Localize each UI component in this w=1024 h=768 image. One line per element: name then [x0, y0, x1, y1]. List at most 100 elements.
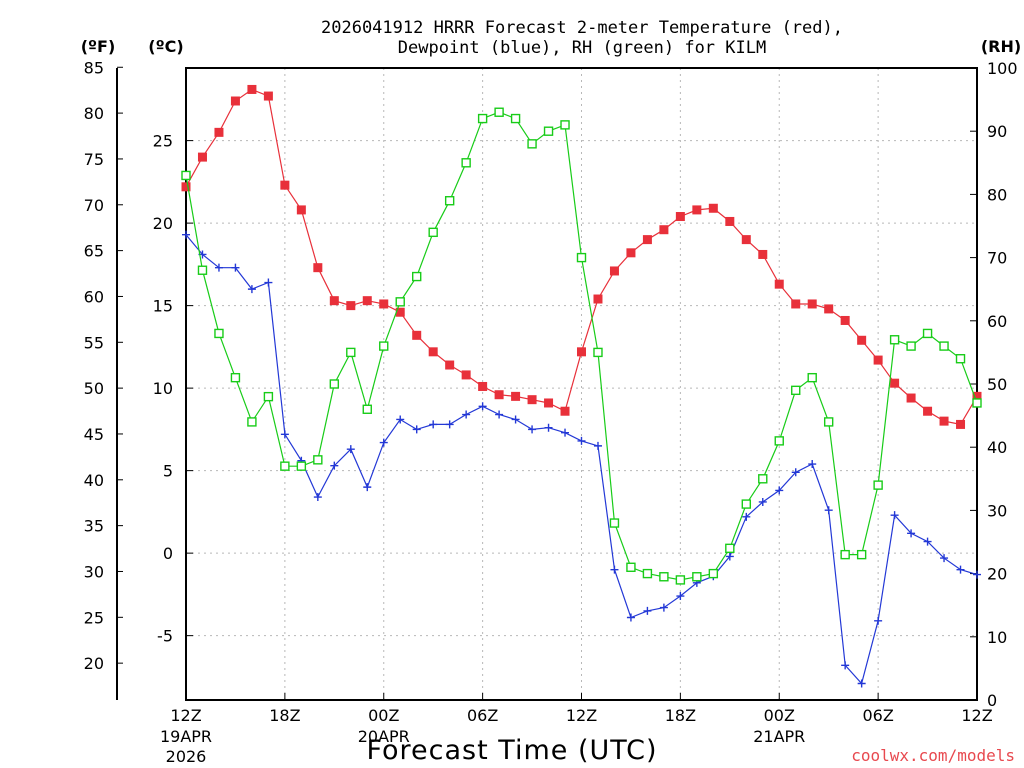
x-tick-label: 00Z — [764, 706, 795, 725]
rh-tick-label: 60 — [987, 312, 1007, 331]
x-date-label: 21APR — [753, 727, 805, 746]
x-tick-label: 06Z — [467, 706, 498, 725]
rh-point — [758, 474, 768, 484]
dewpoint-point — [973, 570, 981, 579]
dewpoint-point — [841, 661, 850, 670]
series-markers-1 — [182, 230, 981, 688]
fahrenheit-tick-label: 60 — [84, 287, 104, 306]
rh-point — [922, 328, 933, 339]
dewpoint-point — [231, 263, 240, 272]
rh-point — [889, 335, 900, 345]
fahrenheit-ticks: 20 25 30 35 40 45 50 55 60 65 70 75 80 85 — [84, 58, 123, 673]
temperature-point — [560, 406, 570, 416]
rh-point — [972, 398, 982, 408]
x-axis-title: Forecast Time (UTC) — [366, 735, 657, 766]
dewpoint-point — [412, 425, 421, 434]
celsius-tick-label: -5 — [157, 627, 173, 646]
temperature-point — [939, 416, 949, 426]
rh-point — [197, 265, 208, 275]
rh-point — [362, 404, 372, 414]
rh-point — [379, 341, 389, 351]
temperature-point — [412, 330, 422, 340]
fahrenheit-tick-label: 40 — [84, 471, 104, 490]
x-tick-label: 00Z — [368, 706, 399, 725]
x-date-label: 20APR — [358, 727, 410, 746]
dewpoint-point — [907, 529, 916, 538]
temperature-point — [923, 406, 933, 416]
rh-point — [626, 562, 636, 572]
fahrenheit-tick-label: 45 — [84, 425, 104, 444]
fahrenheit-tick-label: 70 — [84, 196, 104, 215]
chart-title-line-1: 2026041912 HRRR Forecast 2-meter Tempera… — [321, 18, 843, 38]
rh-point — [791, 385, 801, 396]
rh-unit-label: (RH) — [981, 37, 1021, 56]
rh-point — [708, 568, 719, 579]
dewpoint-point — [561, 428, 570, 437]
temperature-point — [197, 152, 207, 162]
dewpoint-point — [808, 460, 817, 469]
dewpoint-point — [742, 512, 751, 521]
temperature-point — [758, 249, 768, 259]
rh-point — [840, 549, 850, 560]
dewpoint-point — [379, 438, 388, 447]
temperature-point — [807, 299, 817, 309]
rh-point — [280, 461, 290, 471]
dewpoint-point — [445, 420, 454, 429]
temperature-point — [445, 360, 455, 370]
dewpoint-point — [643, 606, 652, 615]
fahrenheit-tick-label: 80 — [84, 104, 104, 123]
x-tick-label: 18Z — [269, 706, 300, 725]
dewpoint-point — [659, 603, 668, 612]
fahrenheit-tick-label: 85 — [84, 58, 104, 77]
temperature-point — [873, 355, 883, 365]
dewpoint-point — [775, 486, 784, 495]
rh-point — [329, 379, 340, 389]
rh-point — [214, 328, 224, 339]
dewpoint-point — [956, 565, 965, 574]
rh-tick-label: 30 — [987, 501, 1007, 520]
rh-point — [725, 543, 735, 554]
temperature-point — [230, 96, 240, 106]
dewpoint-point — [758, 497, 767, 506]
dewpoint-point — [940, 554, 949, 563]
celsius-unit-label: (ºC) — [148, 37, 183, 56]
temperature-point — [675, 212, 685, 222]
temperature-point — [478, 381, 488, 391]
celsius-tick-label: 10 — [153, 379, 173, 398]
temperature-point — [626, 248, 636, 258]
rh-point — [247, 417, 257, 427]
rh-point — [313, 455, 323, 465]
dewpoint-point — [890, 511, 899, 520]
rh-tick-label: 70 — [987, 249, 1007, 268]
x-year-label: 2026 — [166, 747, 207, 766]
x-date-label: 19APR — [160, 727, 212, 746]
temperature-point — [840, 315, 850, 325]
rh-point — [659, 572, 669, 582]
x-tick-label: 12Z — [566, 706, 597, 725]
rh-point — [741, 499, 751, 509]
temperature-point — [362, 296, 372, 306]
rh-point — [856, 549, 867, 560]
series-markers-0 — [181, 84, 982, 429]
temperature-point — [346, 301, 356, 311]
temperature-point — [511, 391, 521, 401]
fahrenheit-tick-label: 30 — [84, 562, 104, 581]
dewpoint-point — [528, 425, 537, 434]
dewpoint-point — [676, 592, 685, 601]
dewpoint-point — [313, 493, 322, 502]
dewpoint-point — [478, 402, 487, 411]
rh-point — [955, 354, 966, 364]
temperature-point — [824, 304, 834, 314]
dewpoint-point — [544, 423, 553, 432]
temperature-point — [741, 235, 751, 245]
rh-point — [939, 341, 949, 351]
dewpoint-point — [725, 552, 734, 561]
rh-point — [807, 372, 817, 383]
celsius-tick-label: 25 — [153, 132, 173, 151]
dewpoint-point — [363, 483, 372, 492]
rh-point — [560, 120, 570, 130]
rh-point — [774, 436, 784, 446]
temperature-point — [593, 294, 603, 304]
x-tick-label: 12Z — [961, 706, 992, 725]
